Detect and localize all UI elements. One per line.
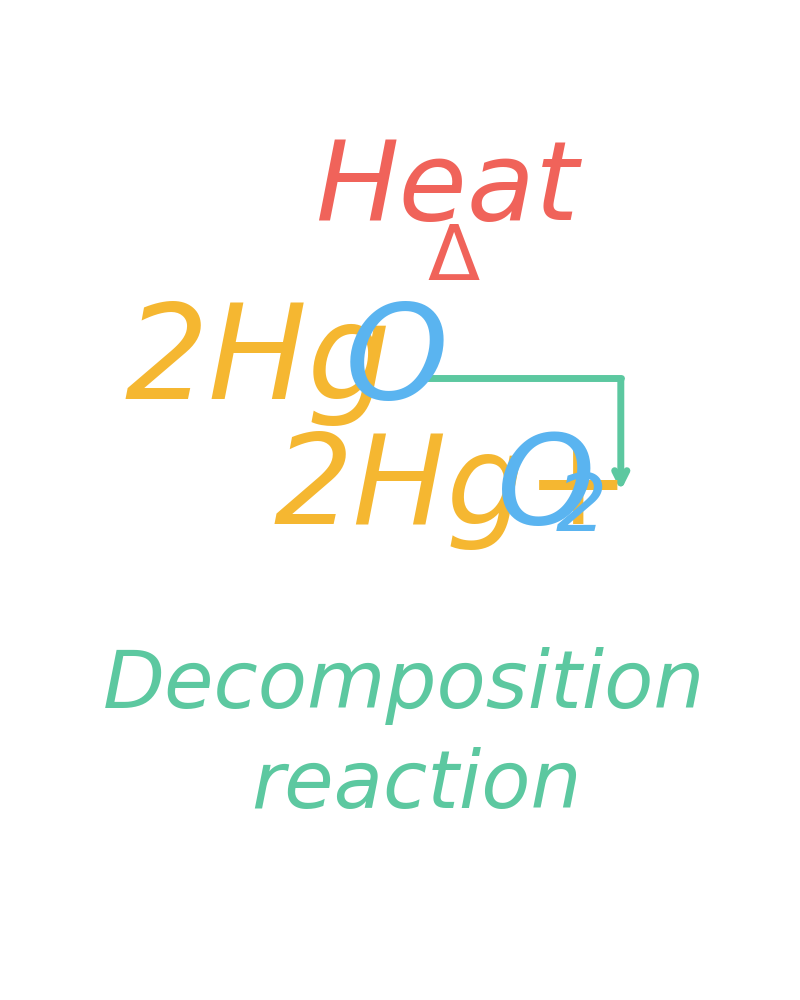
Text: 2: 2 <box>556 470 607 548</box>
Text: O: O <box>345 299 449 426</box>
Text: O: O <box>497 429 595 550</box>
Text: 2Hg: 2Hg <box>125 299 392 426</box>
Text: reaction: reaction <box>251 747 582 825</box>
Text: Heat: Heat <box>315 136 579 243</box>
Text: Decomposition: Decomposition <box>102 647 705 725</box>
Text: Δ: Δ <box>427 222 479 296</box>
Text: 2Hg+: 2Hg+ <box>274 429 631 550</box>
